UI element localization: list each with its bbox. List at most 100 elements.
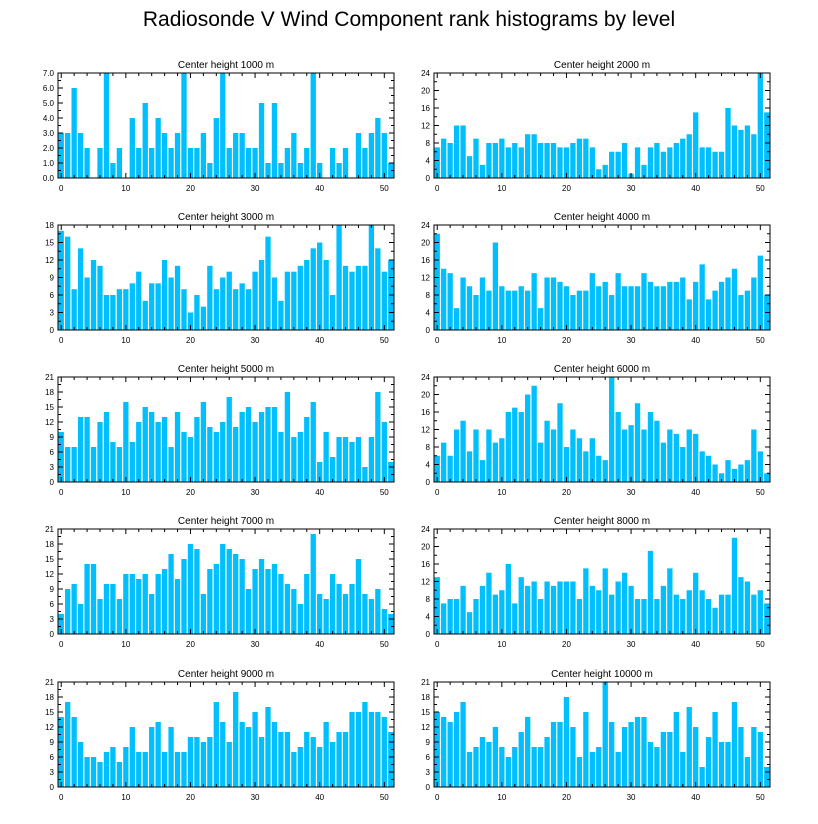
- bar: [97, 265, 103, 330]
- bar: [194, 295, 200, 330]
- bar: [466, 286, 473, 330]
- bar: [725, 742, 731, 787]
- bar: [705, 455, 712, 482]
- bar: [155, 574, 161, 634]
- histogram-panel: Center height 10000 m 0 3 6 9 12 15 18 21 0 10 20 30…: [421, 669, 771, 802]
- x-tick-label: 0: [59, 184, 64, 193]
- bar: [136, 271, 142, 330]
- bar: [381, 717, 387, 787]
- bar: [110, 295, 116, 330]
- bar: [712, 290, 718, 331]
- bar: [486, 143, 492, 178]
- bar: [486, 290, 492, 331]
- bar: [278, 574, 284, 634]
- histogram-panel: Center height 6000 m 0 4 8 12 16 20 24 0 10 20 30 40…: [421, 364, 771, 497]
- bar: [531, 273, 537, 331]
- bar: [200, 306, 207, 330]
- bar: [116, 599, 123, 634]
- bar: [447, 722, 453, 787]
- bar: [181, 559, 187, 634]
- bar: [103, 73, 110, 178]
- bar: [349, 271, 355, 330]
- bar: [252, 148, 258, 178]
- bar: [310, 737, 316, 787]
- bar: [602, 281, 608, 331]
- x-tick-label: 50: [756, 640, 765, 649]
- bar: [615, 151, 621, 178]
- bar: [239, 133, 245, 178]
- bar: [634, 286, 641, 330]
- bar: [680, 752, 686, 787]
- bar: [142, 752, 148, 787]
- y-tick-label: 3: [50, 615, 55, 624]
- bar: [258, 260, 265, 330]
- bar: [136, 422, 142, 482]
- bar: [492, 594, 499, 635]
- bar: [375, 589, 381, 634]
- bar: [142, 300, 148, 330]
- y-tick-label: 21: [45, 678, 54, 687]
- bar: [563, 286, 570, 330]
- bar: [544, 581, 550, 634]
- x-tick-label: 50: [380, 793, 389, 802]
- y-tick-label: 0.0: [43, 174, 55, 183]
- x-tick-label: 10: [121, 184, 130, 193]
- bar: [84, 148, 90, 178]
- bar: [667, 429, 673, 482]
- y-tick-label: 3.0: [43, 129, 55, 138]
- bar: [388, 614, 394, 634]
- bar: [278, 300, 284, 330]
- bar: [329, 457, 336, 482]
- bar: [628, 585, 634, 635]
- bar: [757, 732, 763, 787]
- x-tick-label: 0: [435, 640, 440, 649]
- histogram-panel: Center height 5000 m 0 3 6 9 12 15 18 21 0 10 20 30 4…: [45, 364, 395, 497]
- bar: [499, 590, 505, 634]
- bar: [375, 118, 381, 178]
- y-tick-label: 5.0: [43, 99, 55, 108]
- bar: [329, 742, 336, 787]
- bar: [486, 429, 492, 482]
- bar: [200, 742, 207, 787]
- bar: [258, 737, 265, 787]
- y-tick-label: 18: [45, 221, 54, 230]
- bar: [764, 603, 770, 635]
- bar: [499, 438, 505, 482]
- bar: [731, 468, 738, 483]
- bar: [110, 747, 116, 787]
- bar: [686, 429, 692, 482]
- bar: [103, 412, 110, 482]
- x-tick-label: 30: [627, 184, 636, 193]
- bar: [84, 564, 90, 634]
- bar: [705, 599, 712, 634]
- bar: [537, 143, 544, 178]
- bar: [544, 737, 550, 787]
- bar: [233, 289, 239, 330]
- bar: [460, 125, 466, 178]
- bar: [291, 133, 297, 178]
- bar: [557, 581, 563, 634]
- bar: [207, 265, 213, 330]
- bar: [168, 554, 174, 634]
- bar: [349, 442, 355, 482]
- bar: [602, 682, 608, 787]
- bar: [453, 599, 460, 634]
- bar: [589, 438, 595, 482]
- bar: [355, 437, 362, 482]
- x-tick-label: 10: [121, 793, 130, 802]
- bar: [323, 722, 329, 787]
- bar: [525, 585, 531, 635]
- bar: [329, 148, 336, 178]
- y-tick-label: 21: [45, 525, 54, 534]
- y-tick-label: 24: [421, 221, 430, 230]
- bar: [355, 265, 362, 330]
- bar: [317, 242, 323, 330]
- bar: [265, 163, 271, 178]
- bar: [97, 599, 103, 634]
- bar: [441, 603, 447, 635]
- y-tick-label: 7.0: [43, 69, 55, 78]
- x-tick-label: 0: [435, 488, 440, 497]
- bar: [336, 732, 342, 787]
- bar: [149, 594, 155, 634]
- x-tick-label: 0: [59, 640, 64, 649]
